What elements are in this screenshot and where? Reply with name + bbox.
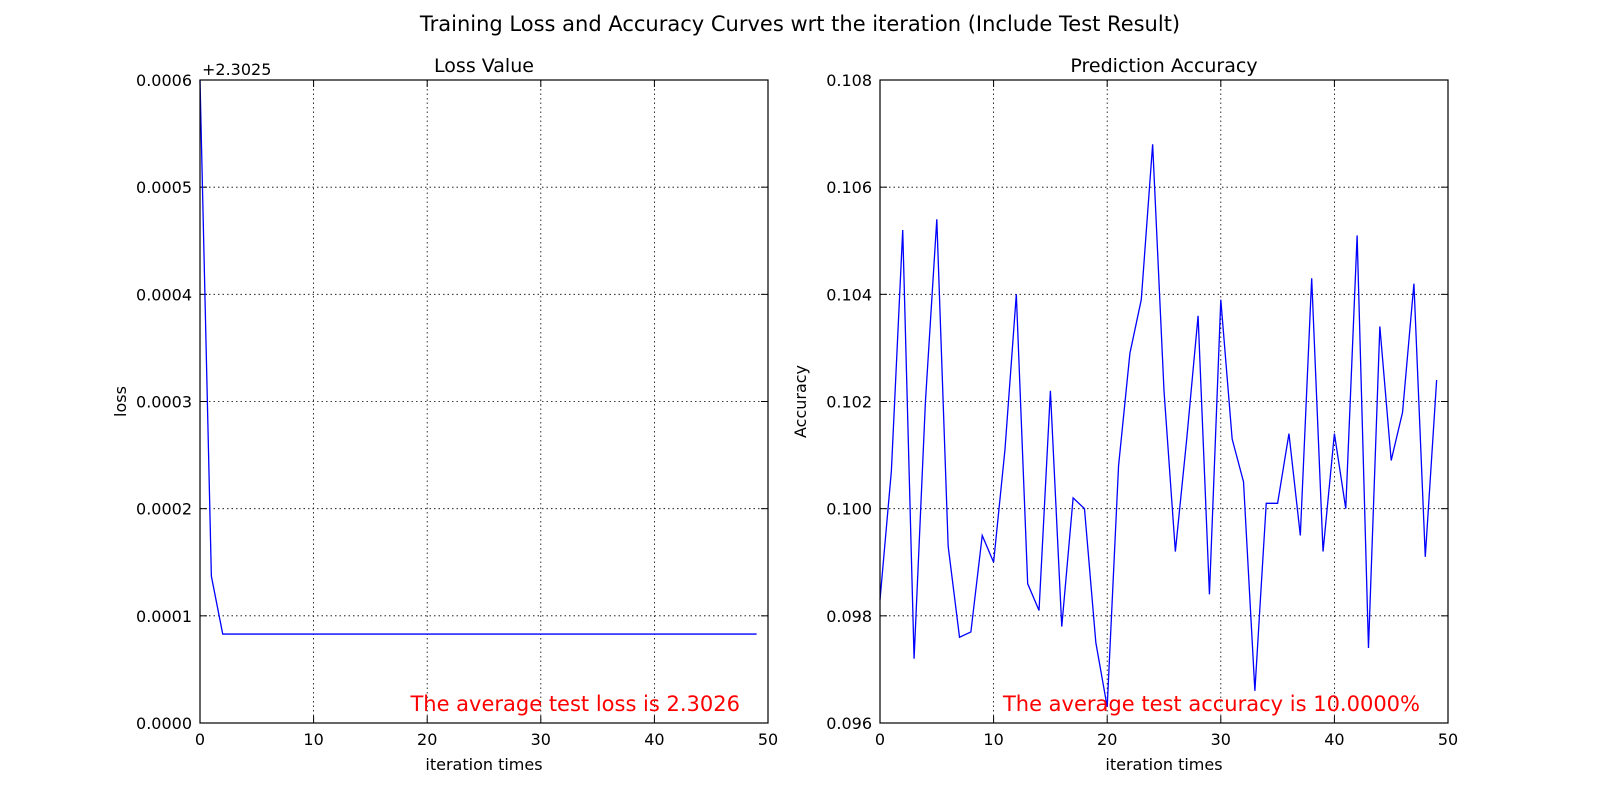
y-tick-label: 0.096 — [826, 714, 872, 733]
y-tick-label: 0.0005 — [136, 178, 192, 197]
figure-title: Training Loss and Accuracy Curves wrt th… — [419, 12, 1180, 36]
y-tick-label: 0.102 — [826, 393, 872, 412]
y-axis-label: loss — [111, 386, 130, 417]
x-tick-label: 50 — [758, 730, 778, 749]
x-tick-label: 0 — [875, 730, 885, 749]
x-tick-label: 20 — [1097, 730, 1117, 749]
x-tick-label: 10 — [303, 730, 323, 749]
accuracy-chart: 0 10 20 30 40 50 0.096 0.098 0.100 0.102 0.104 0.10… — [791, 55, 1458, 774]
y-tick-label: 0.108 — [826, 71, 872, 90]
undefined-series-line — [879, 144, 1438, 708]
x-tick-label: 20 — [417, 730, 437, 749]
y-tick-label: 0.104 — [826, 285, 872, 304]
x-tick-label: 30 — [1211, 730, 1231, 749]
plot-frame — [199, 79, 769, 724]
y-tick-label: 0.0001 — [136, 607, 192, 626]
y-offset-text: +2.3025 — [202, 60, 271, 79]
y-tick-label: 0.0002 — [136, 500, 192, 519]
y-tick-label: 0.0000 — [136, 714, 192, 733]
x-axis-label: iteration times — [1105, 755, 1222, 774]
y-tick-label: 0.098 — [826, 607, 872, 626]
x-tick-label: 0 — [195, 730, 205, 749]
y-tick-label: 0.100 — [826, 500, 872, 519]
x-axis-label: iteration times — [425, 755, 542, 774]
y-axis-label: Accuracy — [791, 365, 810, 438]
undefined-test-annotation: The average test accuracy is 10.0000% — [1002, 692, 1420, 716]
x-tick-label: 10 — [983, 730, 1003, 749]
undefined-series-line — [199, 79, 757, 635]
plot-frame — [879, 79, 1449, 724]
undefined-chart-title: Loss Value — [434, 55, 534, 77]
x-tick-label: 40 — [1324, 730, 1344, 749]
undefined-test-annotation: The average test loss is 2.3026 — [409, 692, 740, 716]
loss-chart: 0 10 20 30 40 50 0.0000 0.0001 0.0002 0.0003 0.000… — [111, 55, 778, 774]
y-tick-label: 0.0004 — [136, 285, 192, 304]
y-tick-label: 0.106 — [826, 178, 872, 197]
x-tick-label: 30 — [531, 730, 551, 749]
y-tick-label: 0.0006 — [136, 71, 192, 90]
x-tick-label: 50 — [1438, 730, 1458, 749]
undefined-chart-title: Prediction Accuracy — [1070, 55, 1257, 77]
x-tick-label: 40 — [644, 730, 664, 749]
y-tick-label: 0.0003 — [136, 393, 192, 412]
